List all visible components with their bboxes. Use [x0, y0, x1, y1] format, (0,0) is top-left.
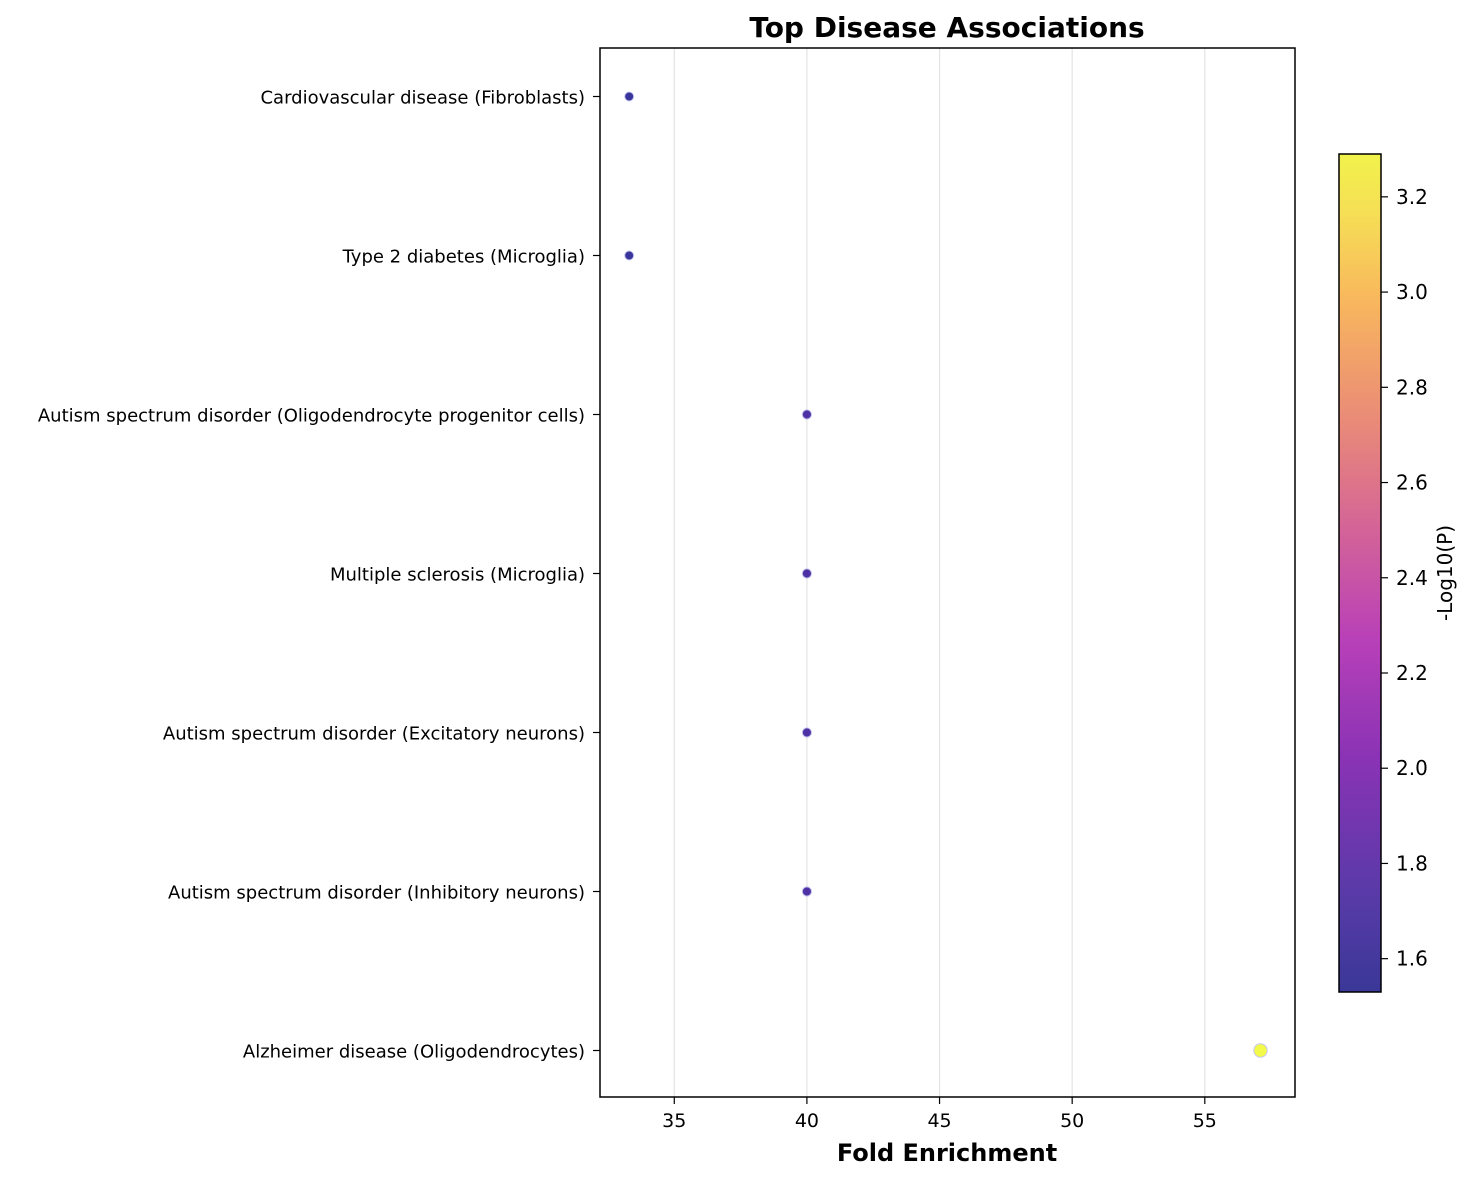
scatter-point	[624, 250, 635, 261]
colorbar-tick-label: 3.0	[1396, 280, 1428, 304]
chart-title: Top Disease Associations	[749, 11, 1144, 44]
colorbar-tick-label: 2.2	[1396, 661, 1428, 685]
colorbar-tick-label: 1.6	[1396, 947, 1428, 971]
x-tick-label: 55	[1193, 1110, 1217, 1132]
y-tick-label: Alzheimer disease (Oligodendrocytes)	[243, 1042, 585, 1063]
colorbar-tick-label: 3.2	[1396, 185, 1428, 209]
y-tick-label: Multiple sclerosis (Microglia)	[330, 565, 585, 586]
colorbar	[1338, 153, 1382, 993]
grid-lines	[673, 48, 1206, 1097]
scatter-point	[801, 568, 813, 579]
colorbar-tick-label: 1.8	[1396, 851, 1428, 875]
colorbar-label: -Log10(P)	[1433, 525, 1457, 621]
scatter-point	[801, 409, 813, 420]
colorbar-ticks: 1.6 1.8 2.0 2.2 2.4 2.6 2.8 3.0 3.2	[1381, 185, 1428, 971]
x-tick-label: 50	[1060, 1110, 1084, 1132]
colorbar-tick-label: 2.6	[1396, 471, 1428, 495]
y-tick-label: Autism spectrum disorder (Oligodendrocyt…	[38, 406, 585, 427]
y-tick-label: Type 2 diabetes (Microglia)	[342, 247, 585, 268]
colorbar-tick-label: 2.4	[1396, 566, 1428, 590]
x-tick-label: 45	[927, 1110, 951, 1132]
y-tick-label: Autism spectrum disorder (Inhibitory neu…	[168, 883, 585, 904]
x-axis-ticks: 35 40 45 50 55	[662, 1097, 1217, 1132]
scatter-point	[624, 91, 635, 102]
scatter-point	[1253, 1043, 1268, 1058]
x-axis-label: Fold Enrichment	[837, 1139, 1057, 1167]
plot-area-frame	[599, 47, 1296, 1098]
colorbar-tick-label: 2.8	[1396, 375, 1428, 399]
x-tick-label: 35	[662, 1110, 686, 1132]
scatter-point	[801, 886, 813, 897]
scatter-point	[801, 727, 813, 738]
y-tick-label: Cardiovascular disease (Fibroblasts)	[260, 88, 585, 109]
data-points	[624, 91, 1268, 1058]
colorbar-tick-label: 2.0	[1396, 756, 1428, 780]
x-tick-label: 40	[795, 1110, 819, 1132]
y-axis-ticks: Cardiovascular disease (Fibroblasts) Type…	[38, 88, 600, 1063]
y-tick-label: Autism spectrum disorder (Excitatory neu…	[163, 724, 585, 745]
